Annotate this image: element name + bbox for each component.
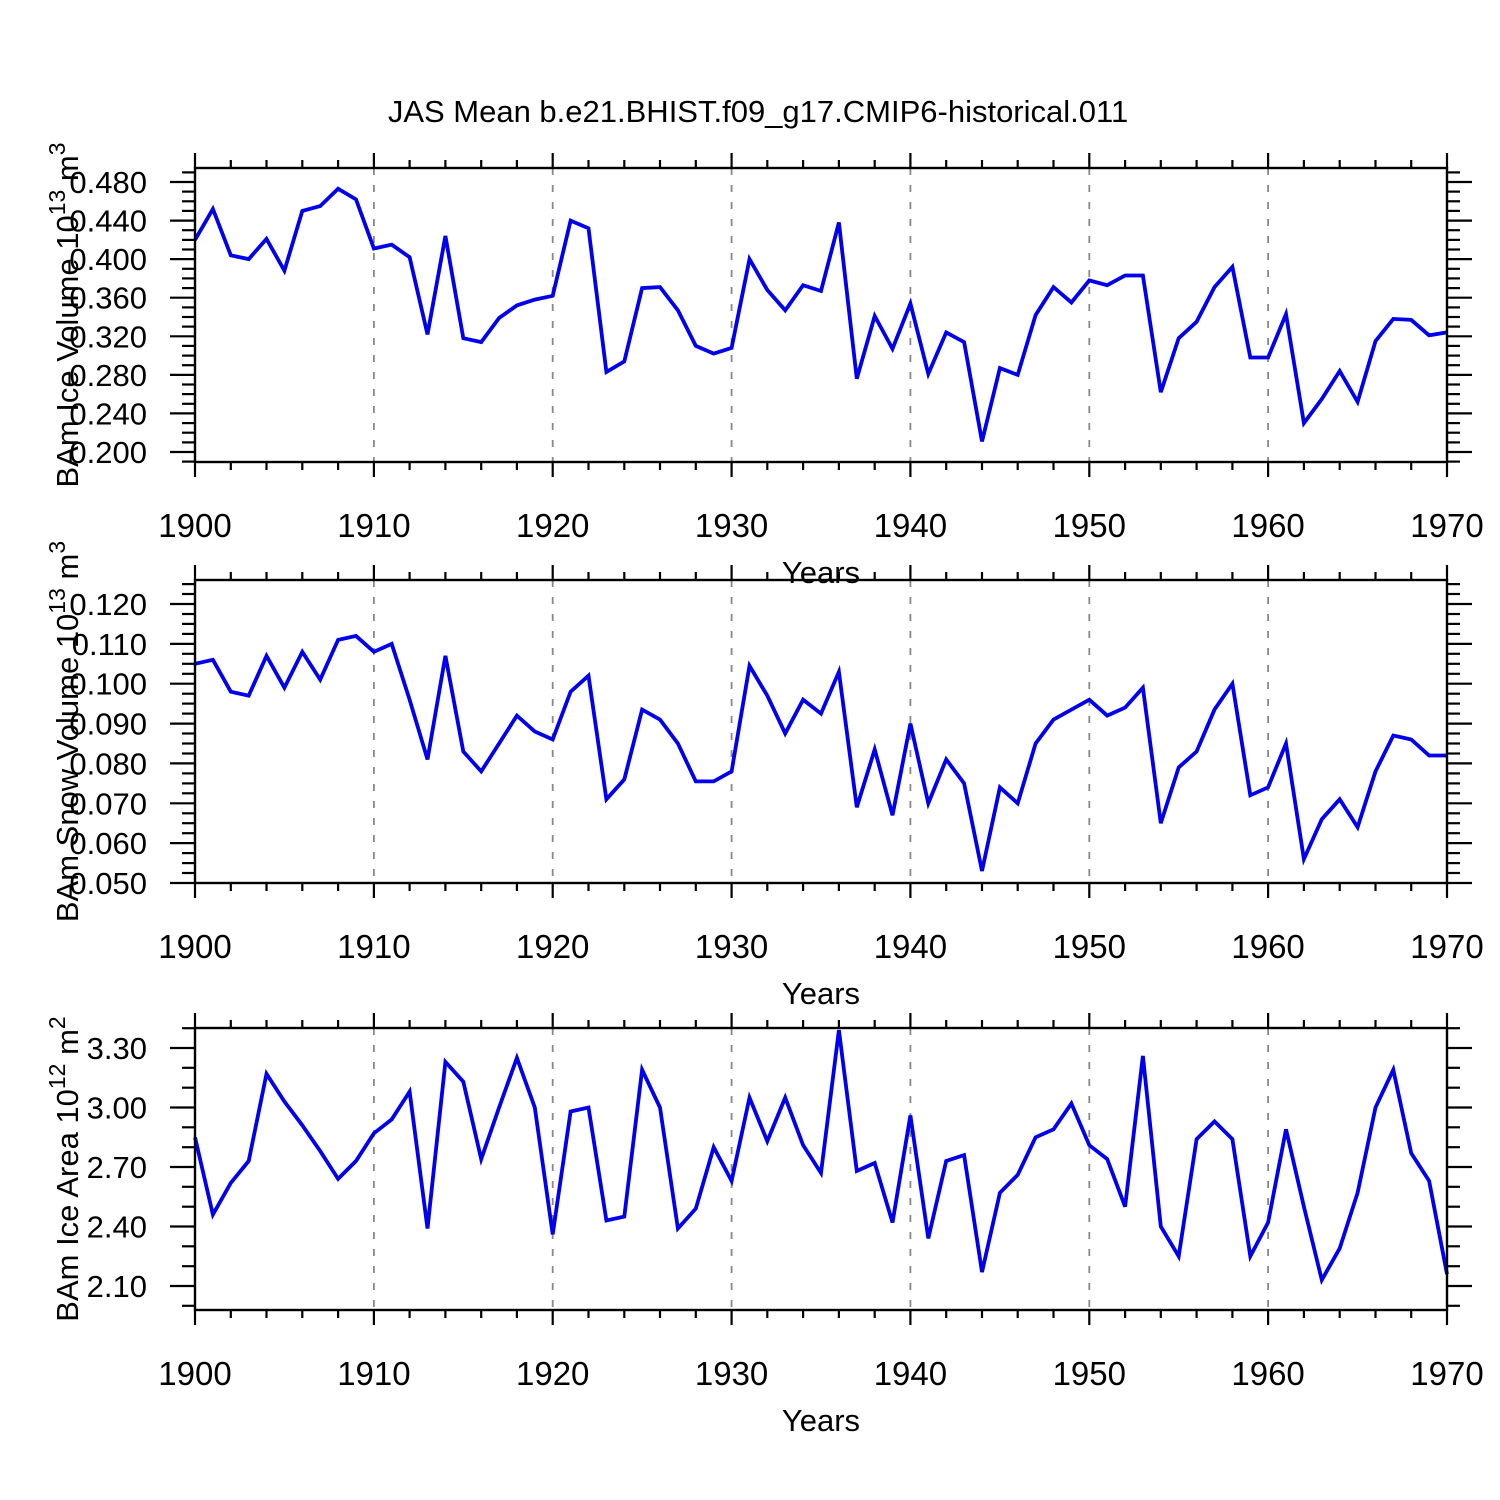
y-tick-label: 0.480 xyxy=(69,165,147,200)
axis-ticks xyxy=(170,565,1472,898)
y-tick-label: 0.440 xyxy=(69,204,147,239)
figure-title: JAS Mean b.e21.BHIST.f09_g17.CMIP6-histo… xyxy=(388,94,1128,129)
x-tick-label: 1930 xyxy=(695,507,768,544)
x-tick-label: 1900 xyxy=(158,1355,231,1392)
y-tick-label: 0.090 xyxy=(69,707,147,742)
y-axis-title: BAm Ice Volume 1013 m3 xyxy=(44,142,85,487)
x-tick-label: 1920 xyxy=(516,507,589,544)
y-tick-label: 0.070 xyxy=(69,786,147,821)
y-tick-label: 0.110 xyxy=(72,627,147,662)
y-tick-label: 0.360 xyxy=(69,281,147,316)
y-tick-label: 0.050 xyxy=(69,866,147,901)
y-tick-label: 3.30 xyxy=(87,1031,147,1066)
y-tick-label: 0.200 xyxy=(69,435,147,470)
x-tick-label: 1970 xyxy=(1410,928,1483,965)
axis-ticks xyxy=(170,1013,1472,1325)
x-tick-label: 1930 xyxy=(695,1355,768,1392)
x-tick-label: 1970 xyxy=(1410,1355,1483,1392)
x-axis-title: Years xyxy=(782,1403,860,1438)
x-tick-label: 1960 xyxy=(1231,507,1304,544)
y-tick-label: 2.70 xyxy=(87,1150,147,1185)
y-tick-label: 2.10 xyxy=(87,1269,147,1304)
x-tick-label: 1930 xyxy=(695,928,768,965)
x-tick-label: 1910 xyxy=(337,1355,410,1392)
x-tick-label: 1940 xyxy=(874,507,947,544)
bam-ice-area-line xyxy=(193,1029,1449,1286)
x-tick-label: 1970 xyxy=(1410,507,1483,544)
decade-gridlines xyxy=(372,168,1269,462)
y-axis-title: BAm Ice Area 1012 m2 xyxy=(44,1016,85,1321)
axis-labels: 0.050 0.060 0.070 0.080 0.090 0.100 0.110 0.120… xyxy=(69,587,1483,1011)
axis-labels: 2.10 2.40 2.70 3.00 3.30 1900 1910 1920 1930 1940… xyxy=(87,1031,1484,1438)
x-axis-title: Years xyxy=(782,555,860,590)
panel-ice-area: 2.10 2.40 2.70 3.00 3.30 1900 1910 1920 1930 1940… xyxy=(44,1013,1484,1438)
plot-frame xyxy=(193,166,1449,464)
y-tick-label: 0.280 xyxy=(69,358,147,393)
x-axis-title: Years xyxy=(782,976,860,1011)
x-tick-label: 1950 xyxy=(1053,507,1126,544)
x-tick-label: 1920 xyxy=(516,928,589,965)
y-tick-label: 0.080 xyxy=(69,746,147,781)
x-tick-label: 1950 xyxy=(1053,928,1126,965)
x-tick-label: 1910 xyxy=(337,507,410,544)
panel-snow-volume: 0.050 0.060 0.070 0.080 0.090 0.100 0.110 0.120… xyxy=(44,541,1484,1011)
plot-frame xyxy=(193,1026,1449,1312)
x-tick-label: 1910 xyxy=(337,928,410,965)
plot-frame xyxy=(193,578,1449,885)
y-axis-title: BAm Snow Volume 1013 m3 xyxy=(44,541,85,922)
y-tick-label: 0.400 xyxy=(69,242,147,277)
axis-ticks xyxy=(170,153,1472,477)
x-tick-label: 1950 xyxy=(1053,1355,1126,1392)
y-tick-label: 0.320 xyxy=(69,319,147,354)
x-tick-label: 1900 xyxy=(158,507,231,544)
y-tick-label: 0.060 xyxy=(69,826,147,861)
y-tick-label: 0.120 xyxy=(69,587,147,622)
y-tick-label: 0.240 xyxy=(69,396,147,431)
x-tick-label: 1960 xyxy=(1231,928,1304,965)
decade-gridlines xyxy=(372,1028,1269,1310)
y-tick-label: 0.100 xyxy=(69,667,147,702)
x-tick-label: 1900 xyxy=(158,928,231,965)
x-tick-label: 1960 xyxy=(1231,1355,1304,1392)
x-tick-label: 1940 xyxy=(874,1355,947,1392)
bam-snow-volume-line xyxy=(194,633,1447,872)
x-tick-label: 1940 xyxy=(874,928,947,965)
y-tick-label: 2.40 xyxy=(87,1210,147,1245)
y-tick-label: 3.00 xyxy=(87,1091,147,1126)
x-tick-label: 1920 xyxy=(516,1355,589,1392)
bam-ice-volume-line xyxy=(193,186,1448,442)
